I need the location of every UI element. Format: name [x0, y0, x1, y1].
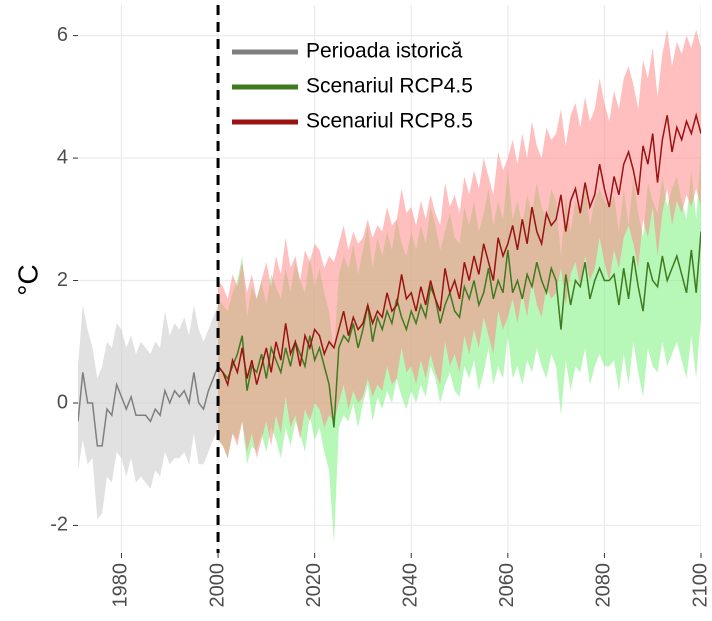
legend-label: Scenariul RCP4.5	[306, 75, 473, 98]
y-tick-label: 6	[57, 24, 68, 46]
legend-label: Perioada istorică	[306, 40, 463, 63]
x-tick-label: 2000	[206, 563, 228, 608]
x-tick-label: 2060	[496, 563, 518, 608]
x-tick-label: 2100	[689, 563, 711, 608]
x-tick-label: 2020	[303, 563, 325, 608]
band	[78, 305, 219, 520]
y-tick-label: 0	[57, 391, 68, 413]
x-tick-label: 1980	[110, 563, 132, 608]
line	[78, 365, 219, 447]
legend-label: Scenariul RCP8.5	[306, 110, 473, 133]
y-tick-label: -2	[50, 514, 68, 536]
x-tick-label: 2040	[400, 563, 422, 608]
line	[217, 231, 701, 428]
y-tick-label: 4	[57, 146, 68, 168]
line	[217, 112, 701, 388]
y-axis-label: °C	[12, 264, 43, 295]
plot	[78, 5, 701, 553]
y-tick-label: 2	[57, 269, 68, 291]
x-tick-label: 2080	[593, 563, 615, 608]
